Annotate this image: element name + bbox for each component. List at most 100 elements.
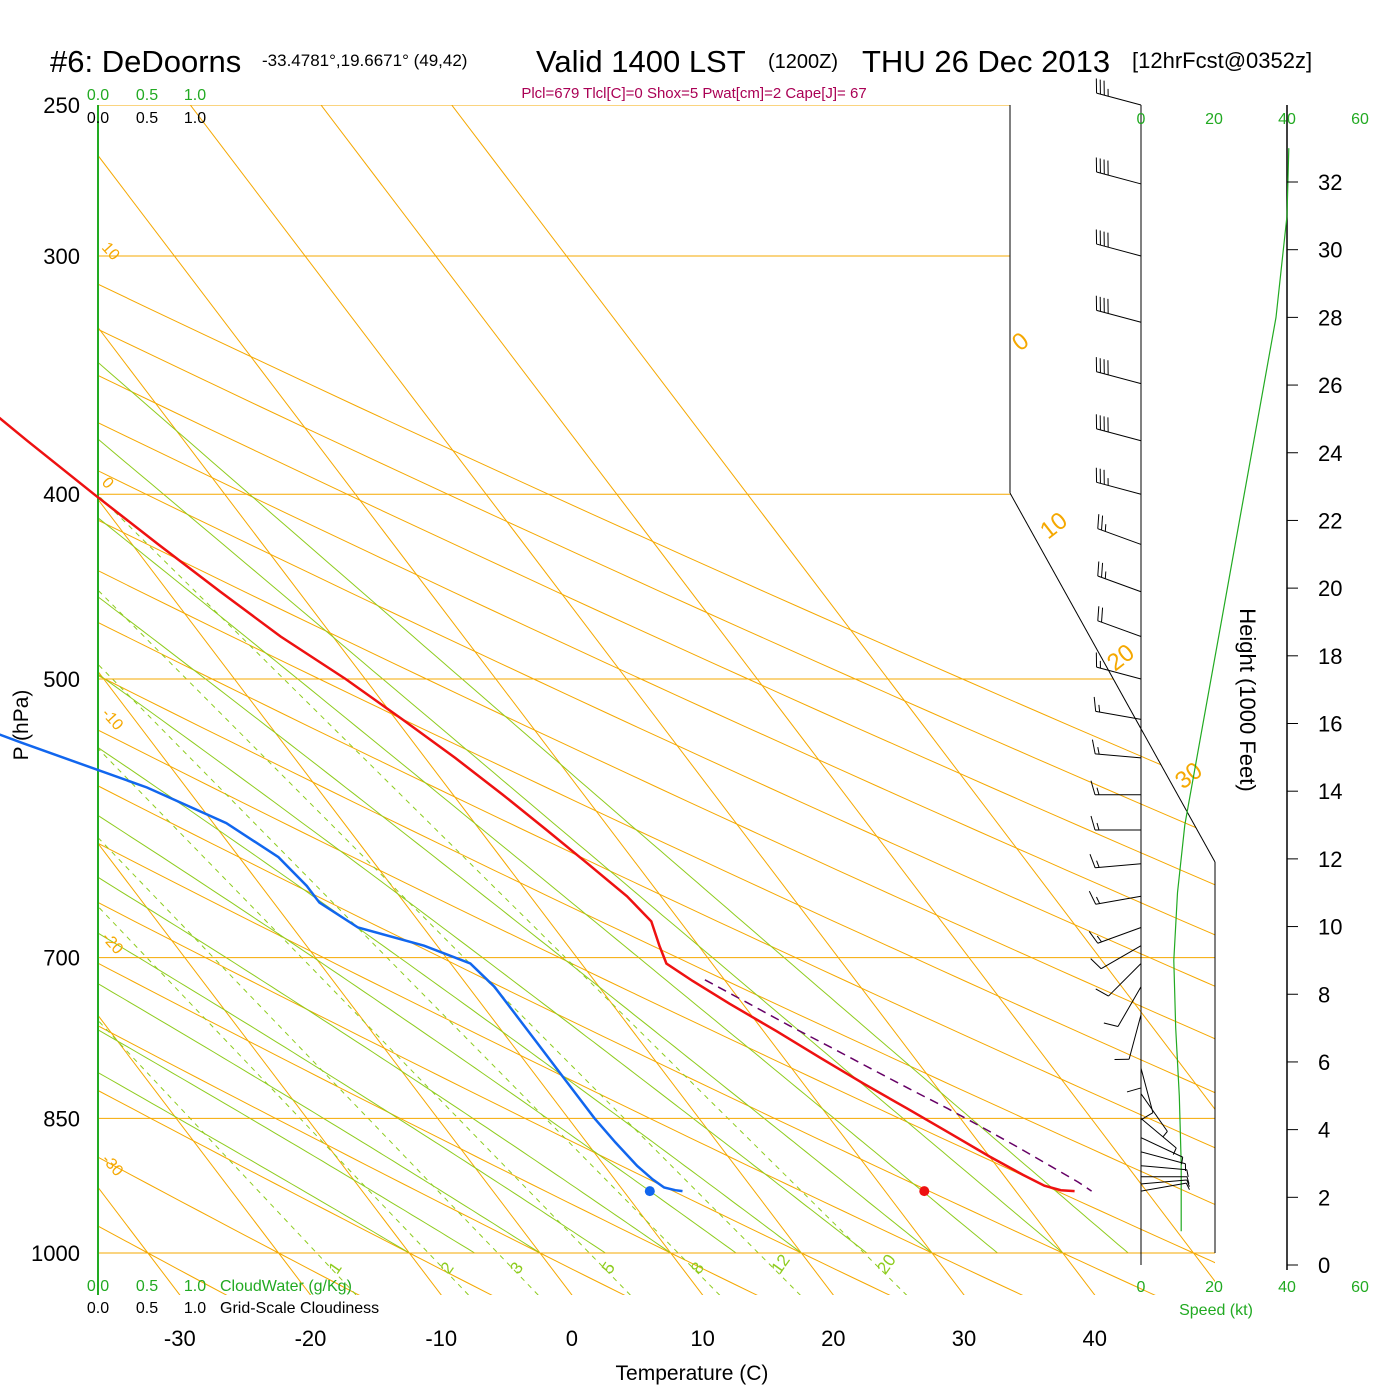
wind-barb <box>1095 414 1142 442</box>
pressure-tick-label: 1000 <box>31 1241 80 1266</box>
background-lines <box>98 105 1215 1295</box>
dry-adiabat-line <box>98 105 1215 1295</box>
cloudwater-scale-top: 0.5 <box>136 87 158 104</box>
dry-adiabat-line <box>98 105 372 1295</box>
height-tick-label: 26 <box>1318 373 1342 398</box>
wind-barb <box>1095 652 1142 680</box>
moist-adiabat-line <box>98 105 606 1254</box>
profile-series <box>0 148 1290 1232</box>
wind-barb-staff <box>1095 753 1142 759</box>
mixing-ratio-label: 1 <box>325 1259 346 1278</box>
wind-barb-half <box>1096 787 1100 795</box>
height-tick-label: 16 <box>1318 712 1342 737</box>
wind-barb-staff <box>1140 1068 1154 1113</box>
surface_dewpoint-marker <box>644 1186 655 1197</box>
wind-barb <box>1095 357 1142 385</box>
wind-barb <box>1141 1176 1190 1184</box>
dry-adiabat-line <box>98 105 1215 1295</box>
wind-barb-staff <box>1097 528 1142 545</box>
height-tick-label: 10 <box>1318 915 1342 940</box>
wind-barb-flag <box>1093 696 1097 712</box>
height-tick-label: 18 <box>1318 644 1342 669</box>
mixing-ratio-label: 3 <box>506 1259 527 1278</box>
wind-barb-flag <box>1091 739 1096 755</box>
wind-barb <box>1140 1137 1184 1165</box>
speed-tick-label-top: 40 <box>1278 111 1296 128</box>
moist-adiabat-line <box>98 105 1129 1254</box>
wind-barb <box>1114 1014 1142 1060</box>
isotherm-line <box>98 105 838 1295</box>
wind-barb <box>1089 854 1142 869</box>
speed-tick-label-top: 20 <box>1205 111 1223 128</box>
wind-barb-half <box>1186 1179 1190 1187</box>
wind-barb-flag <box>1101 515 1104 531</box>
moist-adiabat-line <box>98 105 410 1254</box>
cloudwater-scale-top: 0.0 <box>87 87 109 104</box>
wind-barb-flag <box>1101 607 1104 623</box>
cloudiness-scale-bottom: 1.0 <box>184 1300 206 1317</box>
cloudwater-scale-bottom: 0.0 <box>87 1278 109 1295</box>
wind-barb <box>1090 815 1141 831</box>
wind-barb-staff <box>1097 927 1142 944</box>
cloudwater-scale-bottom: 0.5 <box>136 1278 158 1295</box>
x-tick-label: 20 <box>821 1326 845 1351</box>
height-tick-label: 12 <box>1318 847 1342 872</box>
speed-tick-label-bottom: 20 <box>1205 1279 1223 1296</box>
pressure-tick-label: 500 <box>43 667 80 692</box>
parcel-line <box>704 979 1093 1192</box>
wind-barb-half <box>1186 1176 1190 1184</box>
wind-barb <box>1095 963 1142 997</box>
mixing-ratio-label: 5 <box>598 1259 619 1278</box>
wind-barb-half <box>1096 896 1101 904</box>
dry-adiabat-label: 10 <box>98 239 123 264</box>
wind-barb <box>1126 1041 1142 1093</box>
wind-barb-staff <box>1140 1179 1187 1185</box>
moist-adiabat-line <box>98 105 1064 1254</box>
wind-barb <box>1140 1118 1177 1155</box>
moist-adiabat-line <box>98 105 998 1254</box>
mixing-ratio-line <box>98 493 490 1295</box>
wind-barb-half <box>1104 571 1107 579</box>
dewpoint-line <box>0 733 683 1193</box>
wind-barb <box>1097 561 1142 593</box>
height-tick-label: 30 <box>1318 238 1342 263</box>
surface_temperature-marker <box>919 1186 930 1197</box>
height-axis-title: Height (1000 Feet) <box>1235 608 1260 791</box>
wind-barb-staff <box>1117 986 1142 1027</box>
wind-barb-flag <box>1090 958 1102 970</box>
dry-adiabat-label: -20 <box>98 929 126 958</box>
x-axis-title: Temperature (C) <box>616 1362 769 1385</box>
speed-tick-label-top: 0 <box>1137 111 1146 128</box>
pressure-tick-label: 250 <box>43 93 80 118</box>
height-tick-label: 14 <box>1318 779 1342 804</box>
speed-tick-label-bottom: 0 <box>1137 1279 1146 1296</box>
cloudwater-label: CloudWater (g/Kg) <box>220 1278 352 1295</box>
wind-barb-flag <box>1088 931 1099 944</box>
plot-frame <box>97 105 1288 1295</box>
dry-adiabat-line <box>98 105 1215 1295</box>
wind-barb-staff <box>1096 428 1142 442</box>
mixing-ratio-label: 20 <box>873 1251 899 1277</box>
wind-barb-staff <box>1140 1118 1177 1149</box>
wind-barb <box>1097 514 1142 545</box>
wind-barb-staff <box>1140 1093 1168 1132</box>
moist-adiabat-line <box>98 105 868 1254</box>
wind-barb <box>1140 1093 1168 1138</box>
height-tick-label: 4 <box>1318 1118 1330 1143</box>
mixing-ratio-line <box>98 493 560 1295</box>
height-tick-label: 2 <box>1318 1185 1330 1210</box>
wind-barb-half <box>1097 747 1100 755</box>
cloudwater-scale-top: 1.0 <box>184 87 206 104</box>
wind-barb <box>1091 739 1142 759</box>
dry-adiabat-line <box>98 105 1169 1295</box>
wind-barb-staff <box>1096 666 1142 680</box>
isotherm-line <box>98 105 446 1295</box>
wind-barb-staff <box>1096 243 1142 257</box>
dry-adiabat-line <box>98 105 1215 1295</box>
axes: -30 -20 -10 0 10 20 30 402503004005007008501000… <box>31 87 1369 1351</box>
pressure-tick-label: 700 <box>43 946 80 971</box>
height-tick-label: 28 <box>1318 305 1342 330</box>
wind-barb-half <box>1096 860 1100 868</box>
wind-barb <box>1097 606 1142 637</box>
